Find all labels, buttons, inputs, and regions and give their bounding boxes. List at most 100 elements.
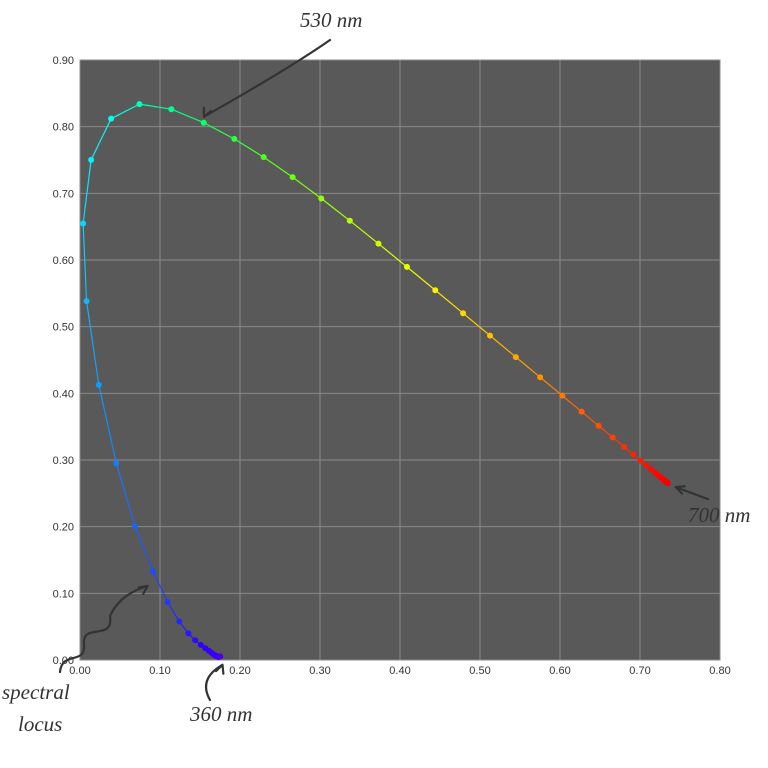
- locus-marker: [185, 630, 191, 636]
- y-tick-label: 0.40: [53, 388, 74, 400]
- locus-marker: [108, 116, 114, 122]
- locus-seg: [606, 432, 610, 435]
- locus-seg: [386, 249, 393, 255]
- locus-seg: [139, 538, 144, 549]
- y-tick-label: 0.80: [53, 122, 74, 134]
- locus-marker: [404, 264, 410, 270]
- locus-seg: [125, 108, 132, 112]
- locus-marker: [537, 374, 543, 380]
- locus-marker: [84, 298, 90, 304]
- locus-marker: [201, 120, 207, 126]
- chart-stage: 0.000.100.200.300.400.500.600.700.800.00…: [0, 0, 768, 768]
- arrow: [204, 40, 330, 117]
- locus-seg: [586, 415, 590, 419]
- locus-marker: [96, 382, 102, 388]
- locus-seg: [126, 495, 131, 511]
- locus-seg: [242, 143, 249, 148]
- locus-marker: [132, 523, 138, 529]
- locus-marker: [80, 220, 86, 226]
- locus-seg: [567, 400, 572, 404]
- locus-seg: [551, 386, 557, 391]
- locus-seg: [87, 176, 89, 192]
- locus-seg: [219, 131, 227, 135]
- locus-marker: [665, 480, 671, 486]
- locus-marker: [513, 354, 519, 360]
- locus-marker: [88, 157, 94, 163]
- locus-marker: [198, 642, 204, 648]
- locus-seg: [173, 612, 176, 617]
- arrow-head: [139, 586, 148, 594]
- x-tick-label: 0.80: [709, 665, 730, 677]
- locus-seg: [522, 362, 528, 367]
- locus-marker: [487, 333, 493, 339]
- locus-seg: [278, 167, 285, 172]
- locus-marker: [231, 136, 237, 142]
- locus-seg: [496, 341, 502, 346]
- locus-seg: [364, 232, 371, 238]
- locus-marker: [318, 195, 324, 201]
- locus-seg: [546, 382, 552, 387]
- locus-marker: [596, 423, 602, 429]
- locus-seg: [602, 429, 606, 432]
- locus-seg: [93, 343, 96, 364]
- locus-seg: [99, 385, 103, 405]
- locus-seg: [147, 105, 155, 106]
- locus-seg: [87, 301, 90, 322]
- locus-seg: [211, 127, 219, 131]
- locus-marker: [192, 637, 198, 643]
- x-tick-label: 0.30: [309, 665, 330, 677]
- locus-marker: [261, 154, 267, 160]
- locus-marker: [460, 310, 466, 316]
- y-tick-label: 0.50: [53, 322, 74, 334]
- arrow: [206, 665, 222, 700]
- locus-seg: [108, 424, 112, 444]
- locus-marker: [150, 569, 156, 575]
- locus-seg: [357, 226, 364, 232]
- locus-seg: [249, 148, 256, 153]
- locus-seg: [590, 419, 594, 423]
- annotation-360nm: 360 nm: [190, 702, 252, 727]
- locus-seg: [188, 116, 196, 119]
- locus-marker: [559, 393, 565, 399]
- locus-seg: [121, 479, 126, 495]
- annotation-700nm: 700 nm: [688, 503, 750, 528]
- locus-seg: [442, 296, 449, 302]
- x-tick-label: 0.40: [389, 665, 410, 677]
- annotation-locus: locus: [18, 712, 62, 737]
- locus-marker: [165, 599, 171, 605]
- locus-seg: [144, 549, 149, 560]
- locus-seg: [179, 113, 187, 116]
- locus-marker: [290, 174, 296, 180]
- locus-seg: [84, 243, 85, 262]
- locus-marker: [168, 106, 174, 112]
- spectral-locus: [80, 101, 671, 660]
- locus-seg: [96, 139, 101, 149]
- annotation-spectral: spectral: [2, 680, 70, 705]
- annotation-530nm: 530 nm: [300, 8, 362, 33]
- locus-seg: [118, 111, 125, 115]
- locus-marker: [176, 618, 182, 624]
- locus-seg: [421, 279, 428, 285]
- chart-svg: 0.000.100.200.300.400.500.600.700.800.00…: [0, 0, 768, 768]
- y-tick-label: 0.00: [53, 655, 74, 667]
- locus-marker: [347, 218, 353, 224]
- locus-seg: [528, 367, 534, 372]
- locus-marker: [432, 287, 438, 293]
- locus-marker: [610, 434, 616, 440]
- locus-marker: [637, 457, 643, 463]
- locus-seg: [572, 404, 577, 408]
- y-tick-label: 0.70: [53, 188, 74, 200]
- locus-marker: [579, 409, 585, 415]
- locus-seg: [449, 302, 456, 308]
- x-tick-label: 0.60: [549, 665, 570, 677]
- locus-seg: [503, 346, 509, 351]
- locus-seg: [328, 204, 335, 210]
- locus-seg: [101, 129, 106, 139]
- locus-seg: [96, 364, 99, 385]
- locus-seg: [90, 322, 93, 343]
- locus-marker: [136, 101, 142, 107]
- locus-seg: [271, 162, 278, 167]
- locus-seg: [85, 262, 86, 281]
- locus-seg: [155, 107, 163, 108]
- locus-seg: [307, 188, 314, 193]
